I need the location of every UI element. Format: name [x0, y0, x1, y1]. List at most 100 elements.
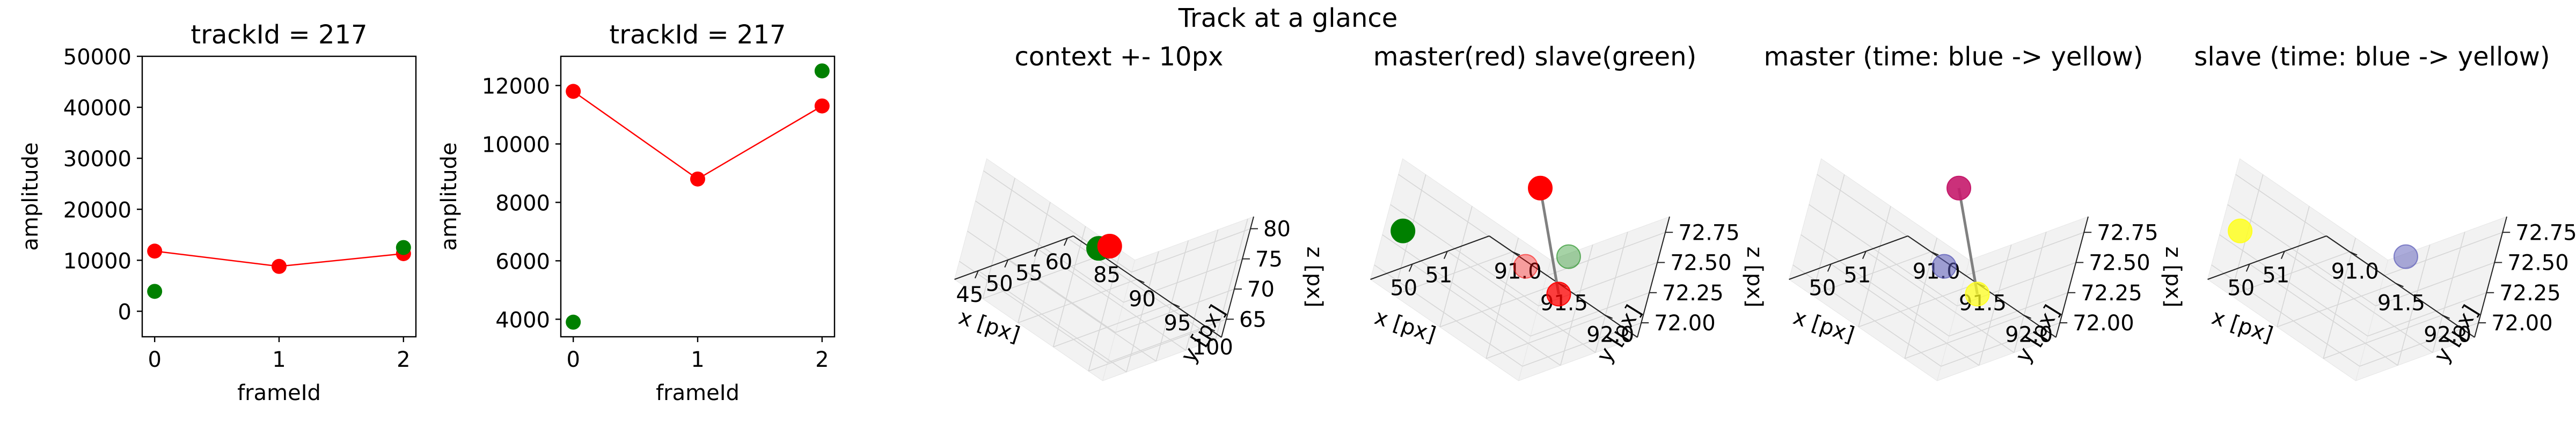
- panel3d-3-zlabel: z [px]: [2161, 247, 2185, 308]
- panel3d-3-point: [1965, 282, 1990, 307]
- panel3d-3-point: [1946, 175, 1972, 201]
- panel3d-1-xtick: [1004, 260, 1009, 268]
- panel3d-4-x-gridline: [2397, 245, 2431, 366]
- panel3d-1-xtick: [974, 270, 979, 279]
- panel3d-2-ytick-label: 92.0: [1586, 323, 1634, 347]
- panel3d-3-ztick-label: 72.50: [2089, 251, 2150, 276]
- panel3d-4-ztick-label: 72.50: [2507, 251, 2569, 276]
- panel3d-2-z-gridline: [1374, 264, 1523, 367]
- panel3d-3-xtick: [1862, 251, 1867, 259]
- panel3d-3-ztick-label: 72.75: [2097, 220, 2158, 245]
- panel3d-2-ztick-label: 72.00: [1654, 311, 1716, 336]
- panel3d-2-y-gridline: [1393, 251, 1513, 296]
- panel3d-1-y-gridline: [982, 255, 1102, 299]
- panel3d-1-x-gridline: [1155, 240, 1189, 361]
- chart1-ytick-label: 10000: [63, 249, 131, 273]
- panel3d-3-x-gridline: [1978, 245, 2012, 366]
- panel3d-3-y-gridline: [1904, 314, 2024, 359]
- panel3d-2-ytick: [1512, 251, 1520, 256]
- panel3d-1-z-gridline: [975, 201, 1124, 303]
- panel3d-2-z-gridline: [1390, 204, 1539, 307]
- panel3d-2-z-gridline: [1530, 292, 1650, 337]
- chart1-ytick-label: 20000: [63, 198, 131, 223]
- panel3d-4-ztick-label: 72.75: [2515, 220, 2576, 245]
- panel3d-3-x-axis: [1789, 235, 1908, 280]
- panel3d-1-y-gridline: [982, 177, 1015, 299]
- panel3d-2-x-gridline: [1595, 232, 1628, 353]
- panel3d-4-title: slave (time: blue -> yellow): [2194, 42, 2550, 72]
- panel3d-1-z-axis: [1221, 216, 1254, 338]
- panel3d-2-track-line: [1539, 188, 1560, 294]
- chart2-slave-point: [814, 63, 830, 79]
- panel3d-2-point: [1556, 244, 1581, 269]
- chart1-ytick-label: 0: [118, 300, 131, 324]
- panel3d-3-y-gridline: [1904, 238, 1937, 359]
- chart1-title: trackId = 217: [191, 20, 367, 50]
- panel3d-2-z-gridline: [1382, 234, 1531, 337]
- panel3d-1-point: [1097, 234, 1122, 259]
- panel3d-4-z-axis: [2474, 216, 2507, 338]
- panel3d-3-z-gridline: [1809, 204, 1958, 307]
- panel3d-3-z-gridline: [1801, 234, 1950, 337]
- panel3d-1-xtick-label: 60: [1045, 250, 1072, 275]
- panel3d-3-ztick-label: 72.00: [2073, 311, 2134, 336]
- panel3d-1-ztick-label: 80: [1263, 217, 1291, 242]
- panel3d-4-z-gridline: [2367, 292, 2487, 337]
- panel3d-3-track-line: [1957, 188, 1979, 294]
- panel3d-1-ztick-label: 65: [1239, 307, 1267, 332]
- panel3d-1-x-gridline: [978, 270, 1127, 373]
- panel3d-3-z-gridline: [1965, 232, 2084, 277]
- chart2-master-point: [566, 84, 581, 99]
- panel3d-4-xtick: [2280, 251, 2285, 259]
- panel3d-1-z-gridline: [1123, 258, 1243, 303]
- panel3d-4-ytick-label: 92.0: [2424, 323, 2471, 347]
- panel3d-4-ztick-label: 72.00: [2491, 311, 2553, 336]
- panel3d-4-ytick: [2395, 283, 2404, 287]
- panel3d-2-y-gridline: [1439, 283, 1559, 328]
- panel3d-2-ztick-label: 72.50: [1670, 251, 1732, 276]
- chart2-xtick-label: 1: [691, 347, 704, 372]
- panel3d-4-xtick-label: 51: [2262, 263, 2289, 288]
- panel3d-3-y-gridline: [1858, 283, 1978, 328]
- chart2-ytick-label: 12000: [482, 74, 550, 99]
- chart1-xlabel: frameId: [237, 381, 321, 405]
- panel3d-4-point: [2228, 218, 2253, 243]
- panel3d-4-z-gridline: [2227, 204, 2376, 307]
- panel3d-3-z-gridline: [1941, 322, 2060, 367]
- panel3d-4-xtick-label: 50: [2227, 276, 2255, 300]
- panel3d-3-ytick-label: 92.0: [2005, 323, 2053, 347]
- panel3d-3-y-gridline: [1858, 206, 1891, 327]
- panel3d-3-ytick: [2023, 314, 2032, 319]
- panel3d-1-z-gridline: [967, 231, 1116, 333]
- panel3d-3-y-gridline: [1811, 174, 1845, 295]
- panel3d-2-xtick-label: 51: [1425, 263, 1452, 288]
- panel3d-4-ytick: [2442, 314, 2450, 319]
- panel3d-1-z-gridline: [1131, 228, 1251, 273]
- panel3d-1-xtick: [1064, 238, 1068, 246]
- panel3d-4-xtick: [2245, 264, 2250, 272]
- chart2-xlabel: frameId: [656, 381, 740, 405]
- panel3d-2-zlabel: z [px]: [1742, 247, 1767, 308]
- panel3d-4-z-gridline: [2219, 234, 2368, 337]
- panel3d-1-y-gridline: [1052, 226, 1086, 347]
- panel3d-3-ztick-label: 72.25: [2081, 281, 2142, 306]
- panel3d-3-z-gridline: [1949, 292, 2068, 337]
- panel3d-4-z-gridline: [2375, 262, 2495, 307]
- panel3d-3-ytick: [1930, 251, 1939, 256]
- panel3d-2-y-gridline: [1439, 206, 1473, 327]
- panel3d-2-ztick-label: 72.25: [1662, 281, 1724, 306]
- panel3d-2-x-axis: [1370, 235, 1490, 280]
- chart2-xtick-label: 2: [815, 347, 829, 372]
- panel3d-1-title: context +- 10px: [1015, 42, 1224, 72]
- chart1-master-point: [272, 258, 287, 274]
- panel3d-1-x-axis: [954, 235, 1074, 280]
- panel3d-2-x-gridline: [1412, 263, 1561, 366]
- panel3d-3-point: [1931, 254, 1957, 279]
- panel3d-2-y-gridline: [1485, 238, 1519, 359]
- panel3d-1-ytick: [1136, 279, 1145, 283]
- panel3d-2-ytick-label: 91.0: [1494, 260, 1542, 284]
- panel3d-1-x-gridline: [1126, 251, 1159, 373]
- panel3d-1-ytick: [1207, 327, 1216, 331]
- panel3d-4-ztick-label: 72.25: [2499, 281, 2561, 306]
